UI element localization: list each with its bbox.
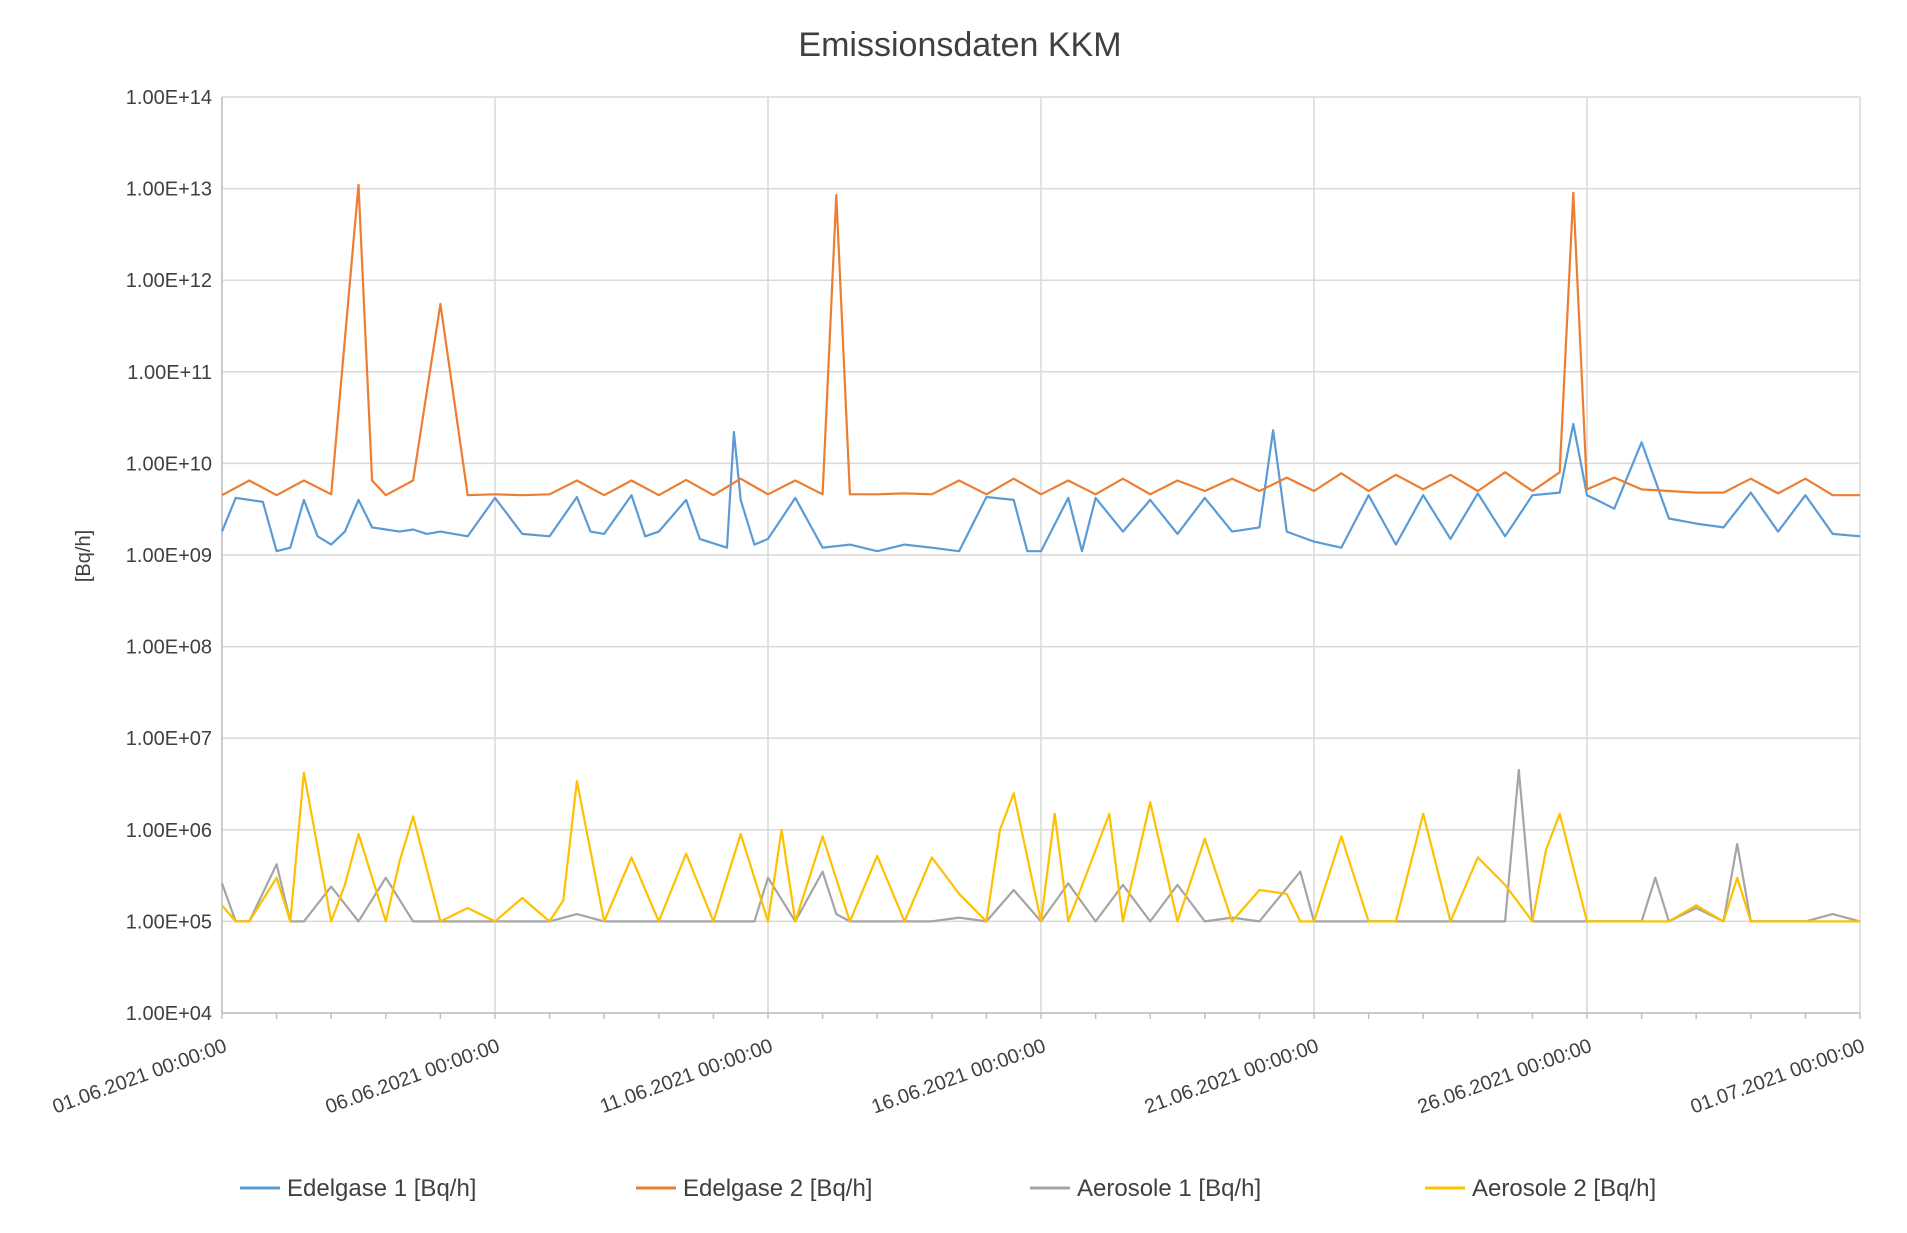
legend-label-2: Edelgase 2 [Bq/h]: [683, 1175, 872, 1202]
y-tick-label: 1.00E+13: [126, 179, 212, 201]
legend-label-4: Aerosole 2 [Bq/h]: [1472, 1175, 1656, 1202]
y-tick-label: 1.00E+04: [126, 1003, 212, 1025]
y-tick-label: 1.00E+11: [127, 362, 212, 384]
series-line-3: [220, 768, 1861, 923]
y-tick-label: 1.00E+14: [126, 87, 212, 109]
series-lines: [220, 183, 1861, 923]
y-axis-label: [Bq/h]: [73, 530, 95, 582]
legend-label-1: Edelgase 1 [Bq/h]: [287, 1175, 476, 1202]
y-tick-label: 1.00E+06: [126, 820, 212, 842]
legend: Edelgase 1 [Bq/h] Edelgase 2 [Bq/h] Aeroso…: [240, 1175, 1656, 1202]
legend-label-3: Aerosole 1 [Bq/h]: [1077, 1175, 1261, 1202]
y-tick-label: 1.00E+12: [126, 270, 212, 292]
series-line-1: [220, 422, 1861, 553]
y-tick-label: 1.00E+05: [126, 911, 212, 933]
y-tick-label: 1.00E+10: [126, 453, 212, 475]
y-tick-label: 1.00E+08: [126, 637, 212, 659]
y-tick-label: 1.00E+07: [126, 728, 212, 750]
axes: [221, 97, 1861, 1019]
chart-title: Emissionsdaten KKM: [798, 26, 1121, 64]
series-line-2: [221, 183, 1860, 497]
series-line-4: [221, 771, 1860, 923]
y-tick-label: 1.00E+09: [126, 545, 212, 567]
